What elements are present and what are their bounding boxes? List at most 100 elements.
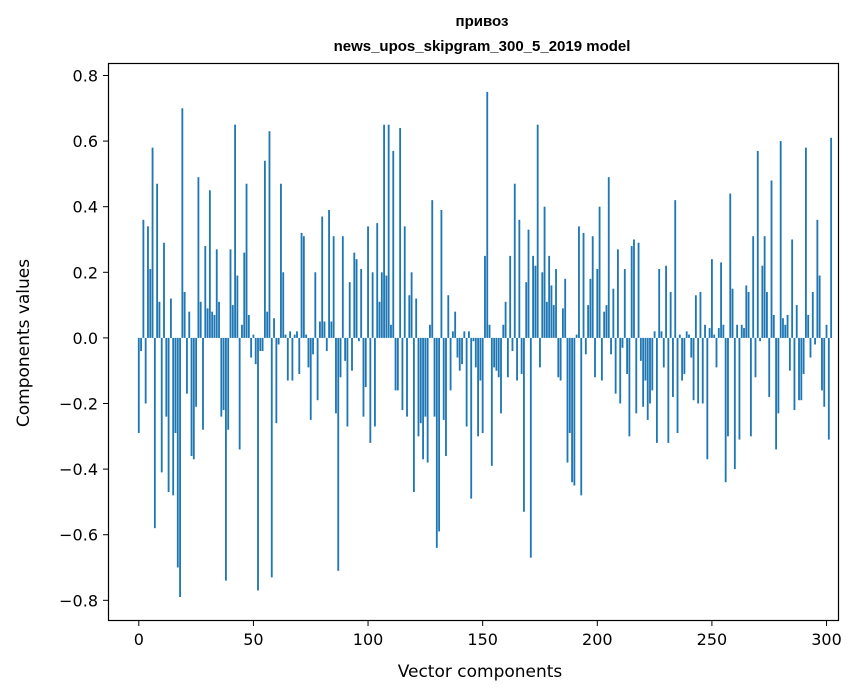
bar-122 <box>417 337 420 437</box>
bar-46 <box>243 252 246 338</box>
bar-186 <box>564 278 567 338</box>
bar-36 <box>220 337 223 417</box>
bar-251 <box>713 334 716 338</box>
x-tick-label: 0 <box>134 630 144 649</box>
bar-228 <box>660 331 663 338</box>
chart-title: привоз <box>456 13 509 30</box>
bar-32 <box>211 311 214 338</box>
bar-299 <box>823 337 826 407</box>
bar-219 <box>639 337 642 361</box>
bar-289 <box>800 337 803 401</box>
bar-262 <box>738 337 741 440</box>
bar-14 <box>169 298 172 338</box>
bar-273 <box>763 236 766 338</box>
bar-143 <box>465 337 468 427</box>
bar-73 <box>305 334 308 338</box>
bar-220 <box>642 337 645 407</box>
bar-223 <box>649 337 651 404</box>
bar-222 <box>646 337 649 420</box>
bar-82 <box>325 337 328 352</box>
bar-38 <box>225 337 227 581</box>
bar-254 <box>720 262 722 338</box>
x-tick-label: 300 <box>811 630 842 649</box>
chart-subtitle: news_upos_skipgram_300_5_2019 model <box>334 38 631 55</box>
bar-295 <box>814 337 816 345</box>
bar-48 <box>247 314 250 338</box>
bar-240 <box>688 334 690 338</box>
x-axis-label: Vector components <box>398 662 563 682</box>
bar-49 <box>250 337 253 358</box>
bar-152 <box>486 91 489 338</box>
bar-13 <box>167 337 170 493</box>
bar-4 <box>147 226 149 338</box>
bar-142 <box>463 331 466 338</box>
bar-33 <box>213 314 216 338</box>
bar-197 <box>589 278 592 338</box>
bar-121 <box>415 298 418 338</box>
x-axis: 0 50 100 150 200 250 300 <box>134 620 842 649</box>
bar-179 <box>548 255 551 338</box>
bar-213 <box>626 337 629 374</box>
y-tick-label: 0.0 <box>73 329 98 348</box>
bar-20 <box>183 291 186 338</box>
bar-201 <box>598 206 601 338</box>
y-tick-label: 0.6 <box>73 132 98 151</box>
bar-89 <box>341 236 344 338</box>
bar-231 <box>667 337 670 443</box>
bar-59 <box>273 318 275 338</box>
bar-5 <box>149 269 152 338</box>
bar-29 <box>204 246 207 338</box>
bar-215 <box>630 246 633 338</box>
bar-212 <box>623 269 626 338</box>
bar-67 <box>291 337 294 381</box>
bar-7 <box>153 337 156 529</box>
x-tick-label: 200 <box>582 630 613 649</box>
bar-9 <box>158 301 161 338</box>
bar-137 <box>451 331 454 338</box>
bar-65 <box>286 337 289 381</box>
bar-285 <box>791 239 794 338</box>
bar-79 <box>318 321 321 338</box>
y-tick-label: −0.4 <box>59 460 98 479</box>
bar-120 <box>412 337 415 493</box>
bar-91 <box>346 337 349 427</box>
bar-116 <box>403 226 406 338</box>
bar-208 <box>614 337 617 394</box>
y-axis-label: Components values <box>14 259 34 427</box>
bar-169 <box>525 282 528 338</box>
bar-239 <box>685 331 688 338</box>
bar-168 <box>523 337 525 512</box>
bar-81 <box>323 321 326 338</box>
bar-241 <box>690 337 693 358</box>
bar-6 <box>151 147 154 338</box>
bar-189 <box>571 337 573 483</box>
bar-155 <box>493 337 496 368</box>
bar-26 <box>197 177 200 338</box>
bar-34 <box>215 249 218 338</box>
bar-248 <box>706 337 709 460</box>
bar-72 <box>302 236 305 338</box>
bar-146 <box>472 337 475 342</box>
bar-17 <box>176 337 179 568</box>
bar-267 <box>749 337 752 437</box>
bar-188 <box>568 337 571 434</box>
bar-173 <box>534 265 537 338</box>
bar-271 <box>759 337 761 342</box>
bar-268 <box>752 236 755 338</box>
bar-218 <box>637 242 640 338</box>
bar-135 <box>447 295 450 338</box>
bar-156 <box>495 337 498 371</box>
bar-83 <box>328 209 330 338</box>
bar-24 <box>192 337 195 460</box>
bar-80 <box>321 216 324 338</box>
bar-286 <box>793 337 796 411</box>
x-tick-label: 100 <box>353 630 384 649</box>
bar-27 <box>199 301 202 338</box>
bar-280 <box>779 141 782 338</box>
bar-71 <box>300 232 303 338</box>
bar-115 <box>401 337 404 411</box>
bar-75 <box>309 337 312 420</box>
bar-22 <box>188 311 191 338</box>
bar-45 <box>241 324 243 338</box>
bar-10 <box>160 337 163 473</box>
